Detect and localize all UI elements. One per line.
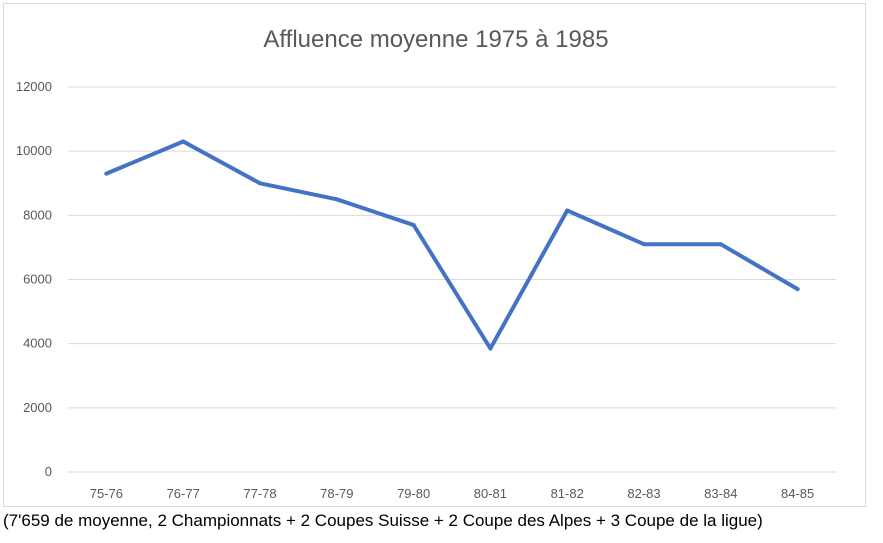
data-point bbox=[104, 171, 109, 176]
data-point bbox=[718, 242, 723, 247]
x-tick-label: 80-81 bbox=[474, 486, 507, 501]
data-point bbox=[334, 197, 339, 202]
y-tick-label: 2000 bbox=[23, 400, 52, 415]
x-tick-label: 84-85 bbox=[781, 486, 814, 501]
data-point bbox=[642, 242, 646, 247]
y-tick-label: 6000 bbox=[23, 272, 52, 287]
x-tick-label: 82-83 bbox=[627, 486, 660, 501]
x-tick-label: 78-79 bbox=[320, 486, 353, 501]
y-tick-label: 12000 bbox=[16, 79, 52, 94]
x-axis-ticks: 75-76 76-77 77-78 78-79 79-80 80-81 81-82 82-83… bbox=[90, 486, 814, 501]
x-tick-label: 79-80 bbox=[397, 486, 430, 501]
data-point bbox=[181, 139, 186, 144]
data-point bbox=[258, 181, 262, 186]
y-tick-label: 10000 bbox=[16, 143, 52, 158]
chart-title: Affluence moyenne 1975 à 1985 bbox=[263, 26, 608, 53]
x-tick-label: 77-78 bbox=[243, 486, 276, 501]
y-tick-label: 0 bbox=[45, 464, 52, 479]
x-tick-label: 76-77 bbox=[167, 486, 200, 501]
gridlines bbox=[68, 86, 836, 473]
x-tick-label: 75-76 bbox=[90, 486, 123, 501]
y-tick-label: 8000 bbox=[23, 207, 52, 222]
data-point bbox=[411, 222, 416, 227]
data-point bbox=[795, 287, 800, 292]
series-line bbox=[104, 139, 800, 351]
x-tick-label: 83-84 bbox=[704, 486, 737, 501]
y-tick-label: 4000 bbox=[23, 336, 52, 351]
x-tick-label: 81-82 bbox=[551, 486, 584, 501]
data-point bbox=[565, 208, 570, 213]
y-axis-ticks: 0 2000 4000 6000 8000 10000 12000 bbox=[16, 79, 52, 479]
series-layer bbox=[104, 139, 800, 351]
data-point bbox=[488, 346, 493, 351]
chart-caption: (7'659 de moyenne, 2 Championnats + 2 Co… bbox=[3, 511, 763, 530]
line-chart: Affluence moyenne 1975 à 1985 0 2000 4000 6… bbox=[16, 26, 836, 501]
